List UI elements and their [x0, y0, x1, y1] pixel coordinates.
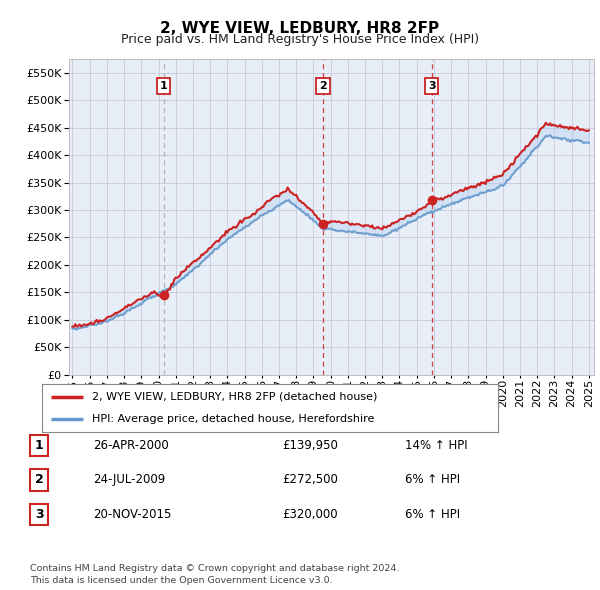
Text: 14% ↑ HPI: 14% ↑ HPI: [405, 439, 467, 452]
Text: HPI: Average price, detached house, Herefordshire: HPI: Average price, detached house, Here…: [92, 414, 374, 424]
Text: 2, WYE VIEW, LEDBURY, HR8 2FP (detached house): 2, WYE VIEW, LEDBURY, HR8 2FP (detached …: [92, 392, 377, 402]
Text: 1: 1: [35, 439, 43, 452]
Text: 1: 1: [160, 81, 167, 91]
Text: 6% ↑ HPI: 6% ↑ HPI: [405, 508, 460, 521]
Text: Contains HM Land Registry data © Crown copyright and database right 2024.
This d: Contains HM Land Registry data © Crown c…: [30, 565, 400, 585]
Text: Price paid vs. HM Land Registry's House Price Index (HPI): Price paid vs. HM Land Registry's House …: [121, 33, 479, 46]
Text: £139,950: £139,950: [282, 439, 338, 452]
Text: 24-JUL-2009: 24-JUL-2009: [93, 473, 165, 486]
Text: 6% ↑ HPI: 6% ↑ HPI: [405, 473, 460, 486]
Text: 2: 2: [35, 473, 43, 486]
Text: 26-APR-2000: 26-APR-2000: [93, 439, 169, 452]
Text: 2, WYE VIEW, LEDBURY, HR8 2FP: 2, WYE VIEW, LEDBURY, HR8 2FP: [160, 21, 440, 35]
Text: £320,000: £320,000: [282, 508, 338, 521]
Text: 20-NOV-2015: 20-NOV-2015: [93, 508, 172, 521]
Text: 3: 3: [428, 81, 436, 91]
Text: 3: 3: [35, 508, 43, 521]
Text: 2: 2: [319, 81, 327, 91]
Text: £272,500: £272,500: [282, 473, 338, 486]
